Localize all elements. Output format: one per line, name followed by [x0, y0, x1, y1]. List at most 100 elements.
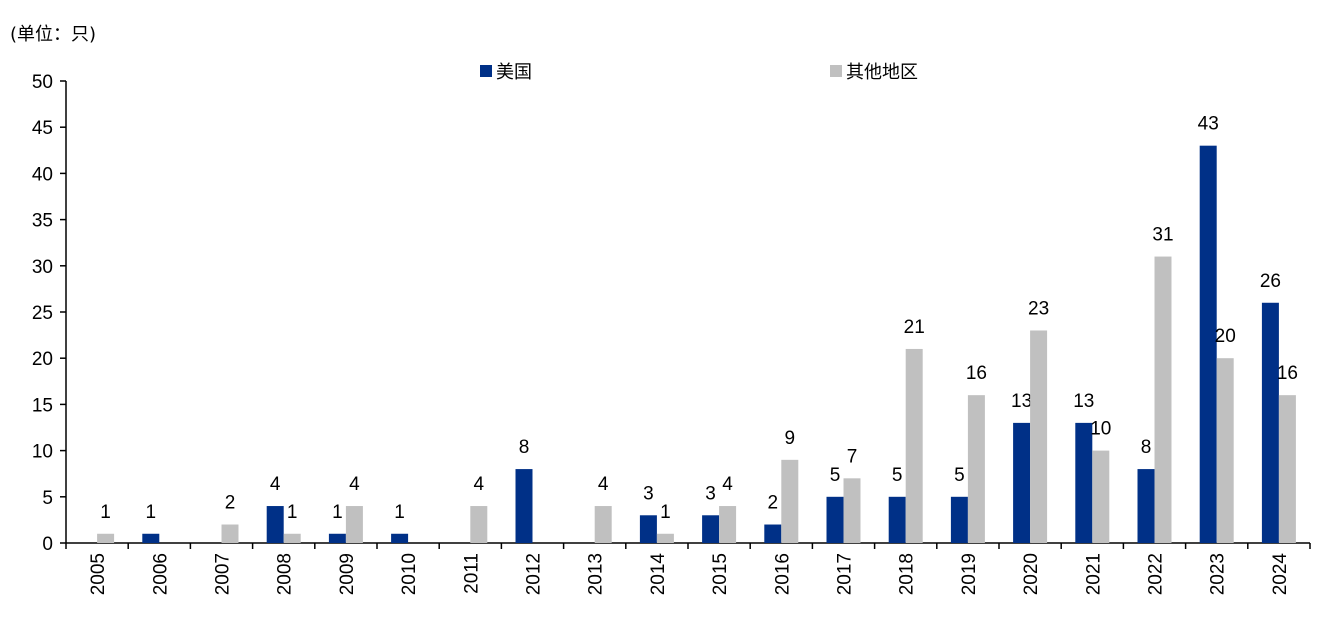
- bar-other: [1278, 395, 1296, 543]
- data-label-other: 1: [100, 502, 111, 523]
- y-tick-label: 5: [42, 488, 53, 509]
- legend-label-other: 其他地区: [846, 62, 918, 83]
- bar-other: [1216, 358, 1234, 543]
- y-tick-label: 35: [32, 211, 53, 232]
- data-label-us: 8: [519, 437, 530, 458]
- data-label-other: 2: [225, 493, 236, 514]
- x-tick-label: 2012: [524, 553, 545, 595]
- data-label-other: 4: [474, 474, 485, 495]
- y-tick-label: 20: [32, 349, 53, 370]
- data-label-other: 23: [1028, 298, 1049, 319]
- bar-other: [594, 506, 612, 543]
- bar-us: [266, 506, 284, 543]
- bar-us: [328, 533, 346, 543]
- y-tick-label: 40: [32, 164, 53, 185]
- x-tick-label: 2006: [150, 553, 171, 595]
- x-tick-label: 2009: [337, 553, 358, 595]
- data-label-other: 9: [785, 428, 796, 449]
- legend-item-us: 美国: [480, 58, 532, 84]
- bar-us: [391, 533, 409, 543]
- data-label-us: 4: [270, 474, 281, 495]
- data-label-other: 10: [1090, 419, 1111, 440]
- x-tick-label: 2016: [772, 553, 793, 595]
- bar-us: [1013, 422, 1031, 543]
- data-label-us: 1: [394, 502, 405, 523]
- data-label-other: 16: [1277, 363, 1298, 384]
- data-label-us: 43: [1198, 114, 1219, 135]
- unit-label: (单位：只): [10, 24, 97, 45]
- bar-us: [702, 515, 720, 543]
- bar-other: [905, 348, 923, 543]
- x-tick-label: 2014: [648, 553, 669, 596]
- bar-other: [843, 478, 861, 543]
- data-label-other: 4: [722, 474, 733, 495]
- x-tick-label: 2024: [1270, 553, 1291, 596]
- x-tick-label: 2020: [1021, 553, 1042, 595]
- y-tick-label: 15: [32, 395, 53, 416]
- data-label-us: 3: [705, 483, 716, 504]
- bar-us: [639, 515, 657, 543]
- bar-us: [1137, 469, 1155, 543]
- legend-item-other: 其他地区: [830, 58, 918, 84]
- bar-other: [719, 506, 737, 543]
- data-label-us: 5: [892, 465, 903, 486]
- x-tick-label: 2008: [275, 553, 296, 595]
- data-label-other: 1: [287, 502, 298, 523]
- bar-other: [97, 533, 115, 543]
- data-label-us: 5: [830, 465, 841, 486]
- x-tick-label: 2023: [1208, 553, 1229, 595]
- x-tick-label: 2005: [88, 553, 109, 595]
- y-tick-label: 10: [32, 442, 53, 463]
- data-label-us: 8: [1141, 437, 1152, 458]
- legend-swatch-us: [480, 65, 492, 77]
- bar-other: [1030, 330, 1048, 543]
- data-label-other: 16: [966, 363, 987, 384]
- bar-us: [950, 496, 968, 543]
- bar-other: [283, 533, 301, 543]
- x-tick-label: 2011: [461, 553, 482, 594]
- legend-label-us: 美国: [496, 62, 532, 83]
- y-tick-label: 25: [32, 303, 53, 324]
- bar-us: [764, 524, 782, 543]
- bar-other: [781, 459, 799, 543]
- x-tick-label: 2010: [399, 553, 420, 595]
- data-label-us: 13: [1073, 391, 1094, 412]
- legend-swatch-other: [830, 65, 842, 77]
- data-label-other: 20: [1215, 326, 1236, 347]
- data-label-us: 2: [768, 493, 779, 514]
- x-tick-label: 2013: [586, 553, 607, 595]
- data-label-other: 4: [598, 474, 609, 495]
- bar-us: [888, 496, 906, 543]
- x-tick-label: 2022: [1146, 553, 1167, 595]
- x-tick-label: 2015: [710, 553, 731, 595]
- y-tick-label: 0: [42, 534, 53, 555]
- data-label-us: 1: [146, 502, 157, 523]
- bar-us: [1075, 422, 1093, 543]
- x-tick-label: 2019: [959, 553, 980, 595]
- y-tick-label: 50: [32, 72, 53, 93]
- data-label-us: 1: [332, 502, 343, 523]
- x-tick-label: 2007: [213, 553, 234, 595]
- data-label-us: 5: [954, 465, 965, 486]
- bar-other: [345, 506, 363, 543]
- data-label-other: 4: [349, 474, 360, 495]
- bar-us: [1261, 302, 1279, 543]
- y-tick-label: 45: [32, 118, 53, 139]
- bar-other: [221, 524, 239, 543]
- bar-other: [656, 533, 674, 543]
- data-label-other: 21: [904, 317, 925, 338]
- bar-other: [470, 506, 488, 543]
- x-tick-label: 2021: [1083, 553, 1104, 595]
- data-label-other: 31: [1152, 225, 1173, 246]
- bar-other: [1092, 450, 1110, 543]
- bar-us: [826, 496, 844, 543]
- bar-other: [967, 395, 985, 543]
- bar-other: [1154, 256, 1172, 543]
- data-label-us: 26: [1260, 271, 1281, 292]
- y-tick-label: 30: [32, 257, 53, 278]
- bar-us: [1199, 145, 1217, 543]
- bar-us: [142, 533, 160, 543]
- x-tick-label: 2017: [835, 553, 856, 595]
- data-label-other: 1: [660, 502, 671, 523]
